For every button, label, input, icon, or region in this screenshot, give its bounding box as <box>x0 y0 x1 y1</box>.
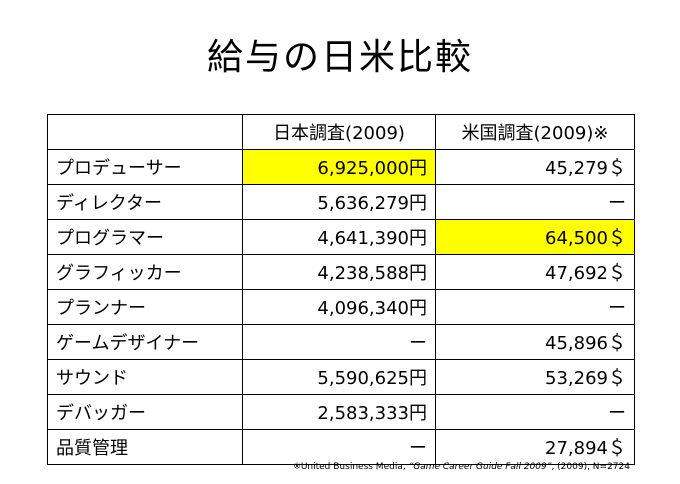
job-title-cell: プランナー <box>47 289 243 325</box>
salary-comparison-table: 日本調査(2009) 米国調査(2009)※ プロデューサー 6,925,000円… <box>47 114 635 465</box>
job-title-cell: ディレクター <box>47 184 243 220</box>
table-body: プロデューサー 6,925,000円 45,279＄ ディレクター 5,636,279円… <box>47 149 635 465</box>
japan-salary-cell: 2,583,333円 <box>242 394 436 430</box>
header-job <box>47 114 243 150</box>
us-salary-cell: ー <box>435 184 635 220</box>
page-title: 給与の日米比較 <box>206 37 473 78</box>
table-row: デバッガー 2,583,333円ー <box>47 394 635 430</box>
header-us-survey: 米国調査(2009)※ <box>435 114 635 150</box>
job-title-cell: プログラマー <box>47 219 243 255</box>
us-salary-cell: 45,279＄ <box>435 149 635 185</box>
japan-salary-cell: ー <box>242 324 436 360</box>
job-title-cell: サウンド <box>47 359 243 395</box>
table-row: プランナー 4,096,340円ー <box>47 289 635 325</box>
job-title-cell: デバッガー <box>47 394 243 430</box>
header-japan-survey: 日本調査(2009) <box>242 114 436 150</box>
job-title-cell: 品質管理 <box>47 429 243 465</box>
japan-salary-cell: 4,096,340円 <box>242 289 436 325</box>
japan-salary-cell: 5,636,279円 <box>242 184 436 220</box>
us-salary-cell: 45,896＄ <box>435 324 635 360</box>
table-row: ディレクター 5,636,279円ー <box>47 184 635 220</box>
us-salary-cell: 27,894＄ <box>435 429 635 465</box>
us-salary-cell: 64,500＄ <box>435 219 635 255</box>
us-salary-cell: ー <box>435 289 635 325</box>
us-salary-cell: 53,269＄ <box>435 359 635 395</box>
table-row: プロデューサー 6,925,000円 45,279＄ <box>47 149 635 185</box>
table-row: ゲームデザイナーー 45,896＄ <box>47 324 635 360</box>
table-row: サウンド 5,590,625円 53,269＄ <box>47 359 635 395</box>
us-salary-cell: 47,692＄ <box>435 254 635 290</box>
table-header-row: 日本調査(2009) 米国調査(2009)※ <box>47 114 635 150</box>
table-row: プログラマー 4,641,390円 64,500＄ <box>47 219 635 255</box>
us-salary-cell: ー <box>435 394 635 430</box>
footnote-prefix: ※United Business Media, <box>293 462 409 472</box>
footnote-book-title: “Game Career Guide Fall 2009” <box>408 462 552 472</box>
footnote-suffix: , (2009), N=2724 <box>551 462 630 472</box>
job-title-cell: プロデューサー <box>47 149 243 185</box>
japan-salary-cell: 4,238,588円 <box>242 254 436 290</box>
table-row: グラフィッカー 4,238,588円 47,692＄ <box>47 254 635 290</box>
japan-salary-cell: ー <box>242 429 436 465</box>
japan-salary-cell: 4,641,390円 <box>242 219 436 255</box>
japan-salary-cell: 6,925,000円 <box>242 149 436 185</box>
table-row: 品質管理ー 27,894＄ <box>47 429 635 465</box>
job-title-cell: ゲームデザイナー <box>47 324 243 360</box>
source-footnote: ※United Business Media, “Game Career Gui… <box>293 462 630 472</box>
japan-salary-cell: 5,590,625円 <box>242 359 436 395</box>
job-title-cell: グラフィッカー <box>47 254 243 290</box>
